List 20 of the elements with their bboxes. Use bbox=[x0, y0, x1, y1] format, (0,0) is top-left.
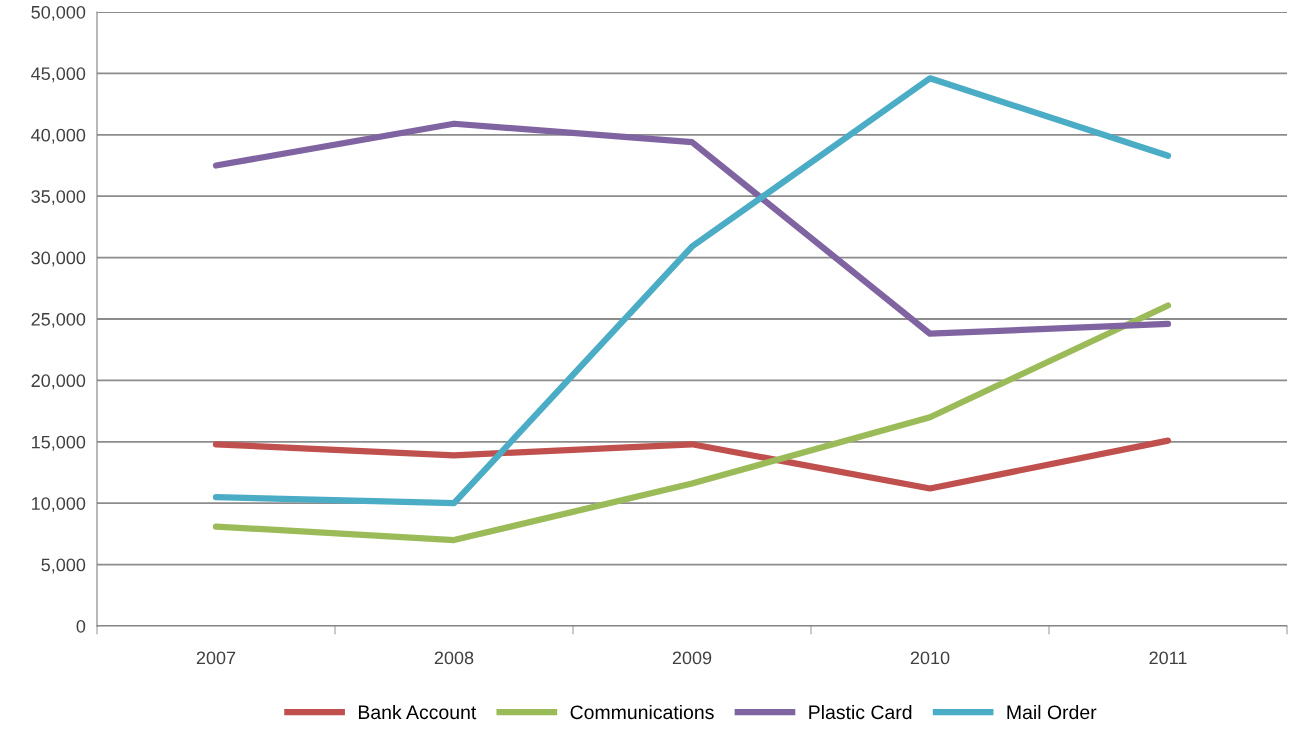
x-tick-label: 2011 bbox=[1149, 651, 1187, 665]
y-tick-label: 40,000 bbox=[31, 128, 86, 144]
y-tick-label: 0 bbox=[76, 619, 86, 633]
y-tick-label: 50,000 bbox=[31, 5, 86, 21]
y-tick-label: 25,000 bbox=[31, 312, 86, 328]
x-tick-label: 2010 bbox=[910, 651, 950, 665]
y-tick-label: 30,000 bbox=[31, 251, 86, 267]
y-tick-label: 20,000 bbox=[31, 374, 86, 390]
y-tick-label: 15,000 bbox=[32, 435, 86, 451]
legend-label: Plastic Card bbox=[809, 704, 912, 720]
y-tick-label: 10,000 bbox=[32, 497, 86, 513]
y-tick-label: 5,000 bbox=[41, 558, 86, 574]
legend-label: Bank Account bbox=[358, 704, 477, 720]
x-tick-label: 2009 bbox=[672, 651, 712, 665]
legend-label: Communications bbox=[570, 704, 714, 720]
x-tick-label: 2007 bbox=[196, 651, 236, 665]
y-tick-label: 45,000 bbox=[31, 67, 86, 83]
legend-label: Mail Order bbox=[1007, 704, 1097, 720]
y-tick-label: 35,000 bbox=[31, 190, 86, 206]
x-tick-label: 2008 bbox=[434, 651, 474, 665]
